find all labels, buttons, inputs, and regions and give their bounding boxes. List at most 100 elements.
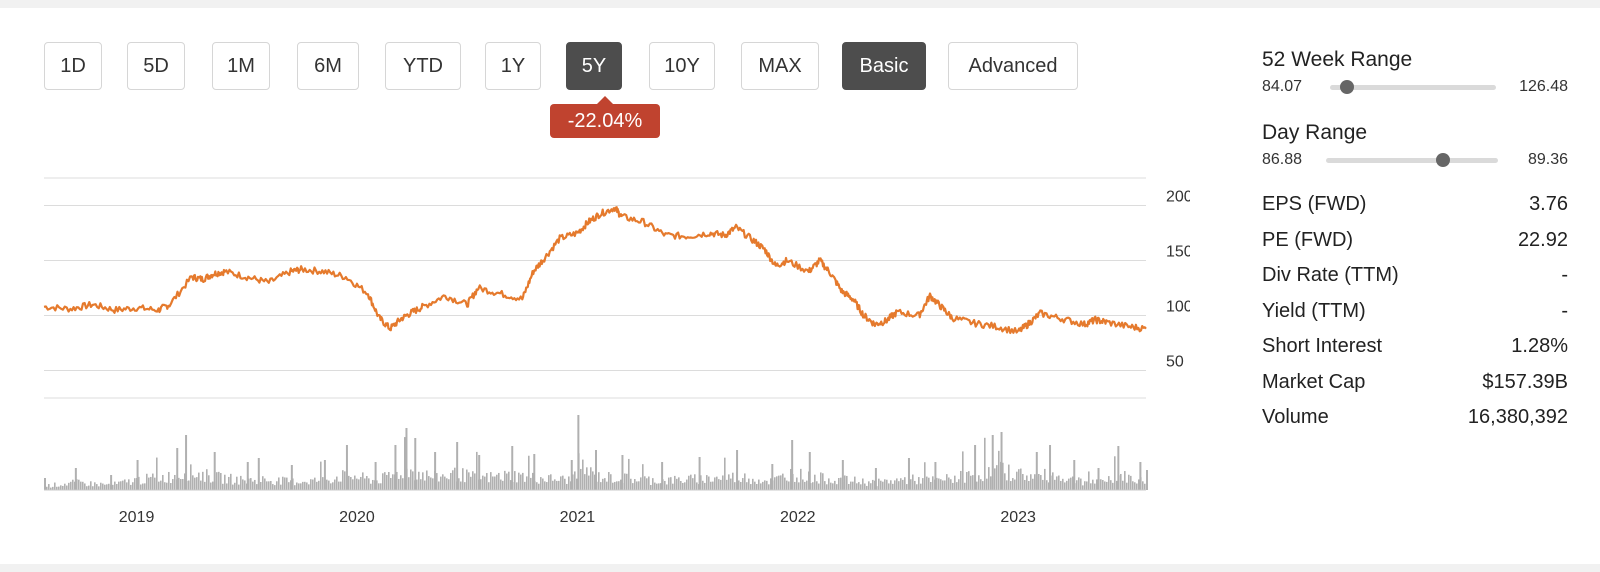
volume-bar — [1002, 462, 1004, 490]
timeframe-button-ytd[interactable]: YTD — [385, 42, 461, 90]
timeframe-button-basic[interactable]: Basic — [842, 42, 926, 90]
volume-bar — [954, 475, 956, 490]
volume-bar — [520, 474, 522, 490]
volume-bar — [926, 476, 928, 490]
volume-bar — [788, 481, 790, 490]
volume-bar — [158, 481, 160, 490]
timeframe-button-5y[interactable]: 5Y — [566, 42, 622, 90]
timeframe-button-advanced[interactable]: Advanced — [948, 42, 1078, 90]
x-tick-label: 2022 — [780, 509, 816, 526]
volume-bar — [834, 480, 836, 490]
volume-bar — [868, 481, 870, 490]
volume-bar — [1138, 479, 1140, 490]
x-tick-label: 2019 — [119, 509, 155, 526]
timeframe-button-10y[interactable]: 10Y — [649, 42, 715, 90]
volume-bar — [632, 483, 634, 490]
volume-bar — [1128, 474, 1130, 490]
volume-bar — [112, 484, 114, 490]
volume-bar — [1066, 480, 1068, 490]
timeframe-button-1y[interactable]: 1Y — [485, 42, 541, 90]
volume-bar — [1142, 481, 1144, 490]
volume-bar — [1094, 483, 1096, 490]
timeframe-button-1d[interactable]: 1D — [44, 42, 102, 90]
volume-bar — [314, 477, 316, 490]
volume-bar — [950, 479, 952, 490]
volume-bar — [306, 482, 308, 490]
timeframe-button-5d[interactable]: 5D — [127, 42, 185, 90]
volume-bar — [282, 476, 284, 490]
volume-bar — [634, 479, 636, 490]
volume-spike — [1139, 462, 1142, 490]
volume-bar — [866, 485, 868, 490]
volume-bar — [160, 480, 162, 490]
volume-bar — [1020, 468, 1022, 490]
volume-bar — [502, 480, 504, 490]
volume-bar — [354, 475, 356, 490]
timeframe-button-6m[interactable]: 6M — [297, 42, 359, 90]
volume-spike — [405, 428, 408, 490]
volume-bar — [54, 482, 56, 490]
volume-bar — [272, 484, 274, 490]
volume-bar — [648, 476, 650, 490]
volume-bar — [878, 478, 880, 490]
volume-bar — [888, 483, 890, 490]
volume-bar — [108, 483, 110, 490]
volume-bar — [708, 476, 710, 490]
volume-spike — [841, 460, 844, 490]
volume-bar — [784, 477, 786, 490]
volume-spike — [246, 462, 249, 490]
volume-bar — [628, 458, 630, 490]
volume-bar — [1134, 482, 1136, 490]
volume-bar — [358, 479, 360, 490]
volume-bar — [1040, 475, 1042, 490]
volume-spike — [1117, 446, 1120, 490]
volume-bar — [230, 473, 232, 490]
volume-bar — [494, 476, 496, 490]
timeframe-button-1m[interactable]: 1M — [212, 42, 270, 90]
volume-bar — [242, 479, 244, 490]
volume-bar — [840, 477, 842, 490]
volume-bar — [472, 471, 474, 490]
timeframe-button-max[interactable]: MAX — [741, 42, 819, 90]
volume-bar — [360, 476, 362, 490]
volume-bar — [936, 477, 938, 490]
volume-bar — [760, 483, 762, 490]
stat-value: 1.28% — [1511, 335, 1568, 357]
volume-bar — [408, 477, 410, 490]
volume-bar — [914, 480, 916, 490]
volume-spike — [290, 465, 293, 490]
volume-bar — [508, 471, 510, 490]
volume-bar — [768, 484, 770, 490]
volume-bar — [268, 481, 270, 490]
volume-bar — [310, 479, 312, 490]
volume-bar — [1062, 478, 1064, 490]
volume-bar — [1070, 477, 1072, 490]
volume-bar — [388, 472, 390, 490]
volume-bar — [486, 473, 488, 490]
volume-bar — [642, 464, 644, 490]
volume-bar — [212, 481, 214, 490]
volume-bar — [228, 476, 230, 490]
volume-bar — [500, 479, 502, 490]
x-tick-labels: 2019 2020 2021 2022 2023 — [119, 509, 1036, 526]
volume-bar — [70, 481, 72, 490]
volume-bar — [716, 476, 718, 490]
volume-bar — [270, 480, 272, 490]
volume-bar — [1078, 477, 1080, 490]
volume-bar — [1126, 482, 1128, 490]
volume-bar — [514, 471, 516, 490]
x-tick-label: 2020 — [339, 509, 375, 526]
volume-bar — [1060, 480, 1062, 490]
volume-bar — [466, 469, 468, 490]
volume-bars — [44, 415, 1148, 490]
volume-bar — [132, 482, 134, 490]
volume-bar — [238, 484, 240, 490]
volume-spike — [394, 445, 397, 490]
volume-spike — [176, 448, 179, 490]
volume-bar — [778, 475, 780, 490]
volume-bar — [410, 469, 412, 490]
volume-bar — [426, 470, 428, 490]
volume-bar — [740, 481, 742, 490]
volume-bar — [550, 474, 552, 490]
volume-bar — [404, 437, 406, 490]
